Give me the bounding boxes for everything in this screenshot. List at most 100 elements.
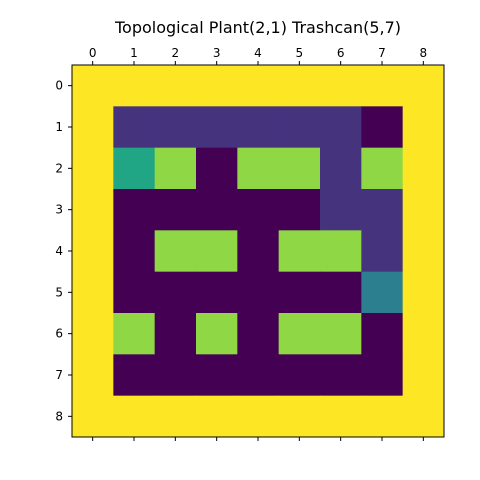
heatmap-cell [196, 65, 238, 107]
heatmap-cell [237, 147, 280, 190]
heatmap-cell [278, 271, 321, 314]
x-tick-label: 7 [378, 46, 386, 60]
x-tick-label: 3 [213, 46, 221, 60]
heatmap-cell [196, 271, 238, 314]
heatmap-cell [154, 106, 197, 149]
heatmap-cell [278, 106, 321, 149]
heatmap-cell [361, 189, 404, 231]
heatmap-cell [154, 65, 197, 107]
x-tick-label: 5 [296, 46, 304, 60]
heatmap-cell [361, 354, 404, 397]
heatmap-cell [361, 230, 404, 273]
heatmap-cell [196, 395, 238, 438]
heatmap-cell [72, 354, 114, 397]
heatmap-cell [320, 106, 362, 149]
x-tick-label: 4 [254, 46, 262, 60]
heatmap-cell [72, 313, 114, 355]
heatmap-cell [237, 189, 280, 231]
y-tick-label: 3 [55, 203, 63, 217]
x-tick-label: 2 [172, 46, 180, 60]
heatmap-cell [320, 147, 362, 190]
x-tick-label: 6 [337, 46, 345, 60]
heatmap-cell [72, 230, 114, 273]
y-tick-label: 4 [55, 244, 63, 258]
heatmap-cell [154, 230, 197, 273]
heatmap-cell [237, 106, 280, 149]
heatmap-cell [72, 65, 114, 107]
heatmap-cell [237, 395, 280, 438]
heatmap-cell [72, 271, 114, 314]
heatmap-cell [196, 147, 238, 190]
heatmap-cell [113, 65, 156, 107]
y-tick-label: 6 [55, 327, 63, 341]
heatmap-cell [320, 354, 362, 397]
heatmap-cell [72, 106, 114, 149]
heatmap-cell [154, 147, 197, 190]
x-tick-label: 0 [89, 46, 97, 60]
heatmap-cell [402, 147, 445, 190]
heatmap-cell [154, 354, 197, 397]
heatmap-cell [237, 65, 280, 107]
heatmap-cell [278, 65, 321, 107]
heatmap-cell [320, 189, 362, 231]
heatmap-cell [237, 313, 280, 355]
heatmap-cell [113, 395, 156, 438]
heatmap-cell [154, 313, 197, 355]
y-tick-label: 1 [55, 120, 63, 134]
axis-ticks: 0 1 2 3 4 5 6 7 8 0 1 2 3 4 5 6 7 8 [55, 46, 427, 441]
heatmap-cell [113, 147, 156, 190]
heatmap-cell [361, 147, 404, 190]
heatmap-cell [196, 230, 238, 273]
heatmap-cell [113, 313, 156, 355]
heatmap-cell [361, 106, 404, 149]
heatmap-cell [72, 395, 114, 438]
heatmap-cell [72, 147, 114, 190]
y-tick-label: 2 [55, 161, 63, 175]
heatmap-cell [402, 189, 445, 231]
heatmap-cell [196, 354, 238, 397]
heatmap-cell [320, 271, 362, 314]
heatmap-cell [278, 147, 321, 190]
heatmap-cell [402, 230, 445, 273]
heatmap-cell [402, 354, 445, 397]
heatmap-cell [278, 395, 321, 438]
x-tick-label: 1 [130, 46, 138, 60]
heatmap-cell [402, 271, 445, 314]
x-tick-label: 8 [420, 46, 428, 60]
heatmap-cell [320, 230, 362, 273]
heatmap-cell [154, 395, 197, 438]
heatmap-cell [154, 189, 197, 231]
heatmap-cell [278, 189, 321, 231]
heatmap-cell [154, 271, 197, 314]
y-tick-label: 5 [55, 285, 63, 299]
heatmap-cell [320, 65, 362, 107]
heatmap-cell [361, 395, 404, 438]
heatmap-cell [113, 271, 156, 314]
y-tick-label: 8 [55, 409, 63, 423]
heatmap-cell [320, 395, 362, 438]
heatmap-cell [402, 65, 445, 107]
heatmap-cell [278, 354, 321, 397]
heatmap-cell [402, 313, 445, 355]
heatmap-cell [237, 230, 280, 273]
heatmap-cell [361, 271, 404, 314]
heatmap-cell [72, 189, 114, 231]
heatmap-cell [113, 354, 156, 397]
heatmap-cell [196, 106, 238, 149]
heatmap-cell [196, 313, 238, 355]
heatmap-cell [196, 189, 238, 231]
y-tick-label: 7 [55, 368, 63, 382]
heatmap-cell [113, 230, 156, 273]
heatmap-cell [361, 65, 404, 107]
heatmap-cell [320, 313, 362, 355]
heatmap-cell [113, 189, 156, 231]
heatmap-cell [278, 230, 321, 273]
heatmap-cell [361, 313, 404, 355]
heatmap-cell [237, 271, 280, 314]
heatmap-cell [402, 106, 445, 149]
heatmap-cell [278, 313, 321, 355]
heatmap-cells [72, 65, 445, 438]
y-tick-label: 0 [55, 79, 63, 93]
heatmap-cell [113, 106, 156, 149]
